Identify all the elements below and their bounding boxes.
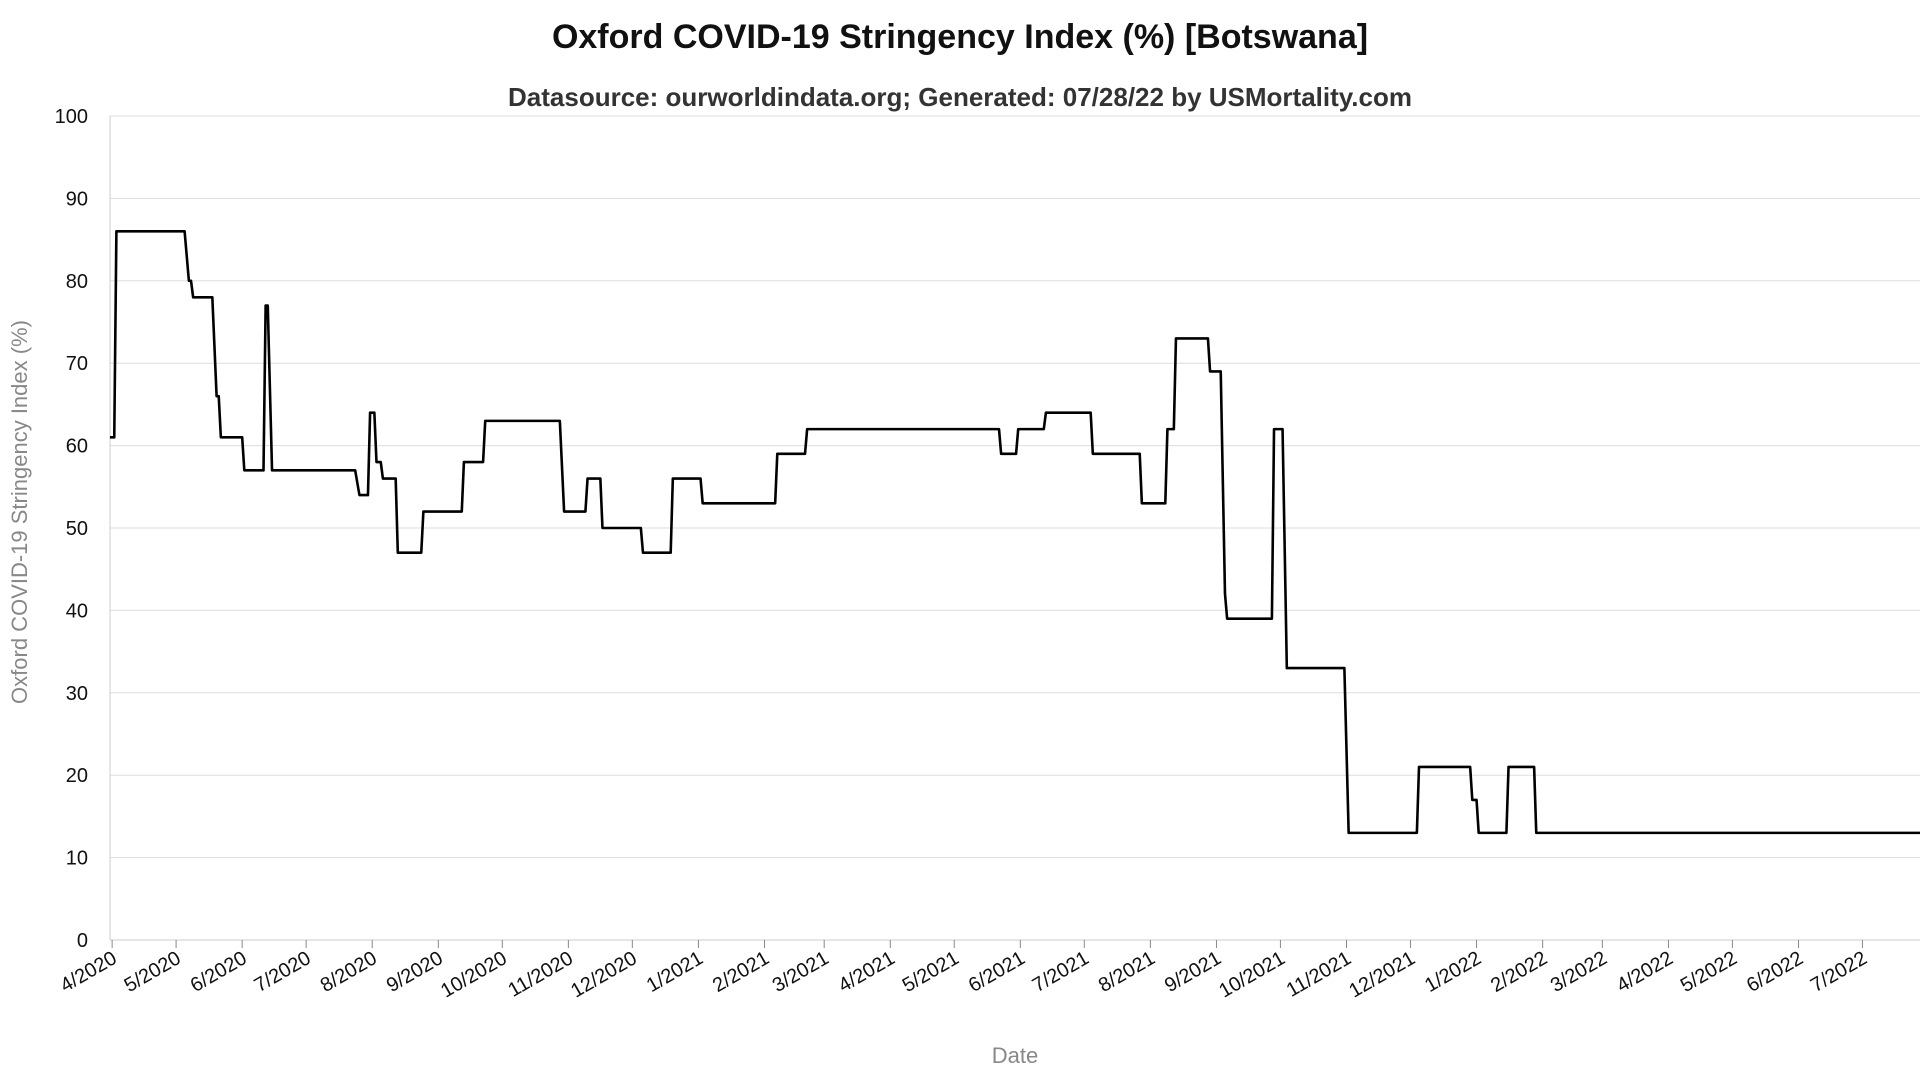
x-tick-label: 4/2022	[1613, 947, 1677, 997]
y-tick-label: 70	[66, 353, 88, 375]
x-tick-label: 3/2021	[769, 947, 833, 997]
grid-lines	[110, 115, 1920, 941]
x-axis-title: Date	[992, 1043, 1038, 1068]
x-tick-label: 7/2021	[1029, 947, 1093, 997]
x-tick-label: 4/2021	[835, 947, 899, 997]
axes	[109, 116, 1920, 941]
x-tick-label: 1/2022	[1421, 947, 1485, 997]
x-tick-label: 4/2020	[57, 947, 121, 997]
x-tick-label: 2/2022	[1487, 947, 1551, 997]
x-tick-label: 7/2022	[1807, 947, 1871, 997]
x-tick-label: 3/2022	[1547, 947, 1611, 997]
x-tick-label: 10/2021	[1215, 947, 1289, 1002]
y-tick-label: 40	[66, 600, 88, 622]
x-tick-label: 6/2020	[187, 947, 251, 997]
x-tick-label: 9/2020	[383, 947, 447, 997]
x-tick-label: 6/2021	[965, 947, 1029, 997]
chart-subtitle: Datasource: ourworldindata.org; Generate…	[508, 82, 1412, 112]
y-tick-label: 10	[66, 848, 88, 870]
y-tick-label: 50	[66, 518, 88, 540]
x-tick-label: 11/2020	[505, 947, 577, 1001]
x-tick-label: 10/2020	[437, 947, 511, 1002]
y-axis-ticks: 0 10 20 30 40 50 60 70 80 90 100	[55, 106, 88, 952]
x-tick-label: 8/2020	[317, 947, 381, 997]
x-tick-label: 5/2021	[899, 947, 963, 997]
series-line	[110, 230, 1920, 835]
x-tick-label: 12/2020	[567, 947, 641, 1002]
y-tick-label: 60	[66, 436, 88, 458]
x-tick-label: 11/2021	[1283, 947, 1355, 1001]
y-tick-label: 100	[55, 106, 88, 128]
x-tick-label: 2/2021	[709, 947, 773, 997]
y-tick-label: 20	[66, 765, 88, 787]
y-tick-label: 0	[77, 930, 88, 952]
x-tick-label: 5/2020	[121, 947, 185, 997]
x-tick-label: 12/2021	[1345, 947, 1419, 1002]
y-tick-label: 80	[66, 271, 88, 293]
x-tick-label: 1/2021	[643, 947, 707, 997]
x-tick-label: 5/2022	[1677, 947, 1741, 997]
x-tick-label: 7/2020	[251, 947, 315, 997]
y-tick-label: 90	[66, 188, 88, 210]
series-group	[110, 230, 1920, 835]
x-tick-label: 9/2021	[1161, 947, 1225, 997]
x-tick-label: 6/2022	[1743, 947, 1807, 997]
y-axis-title: Oxford COVID-19 Stringency Index (%)	[7, 320, 32, 704]
x-tick-label: 8/2021	[1095, 947, 1159, 997]
x-axis-ticks: 4/2020 5/2020 6/2020 7/2020 8/2020 9/202010/2…	[57, 940, 1871, 1002]
y-tick-label: 30	[66, 683, 88, 705]
chart-title: Oxford COVID-19 Stringency Index (%) [Bo…	[551, 18, 1369, 56]
